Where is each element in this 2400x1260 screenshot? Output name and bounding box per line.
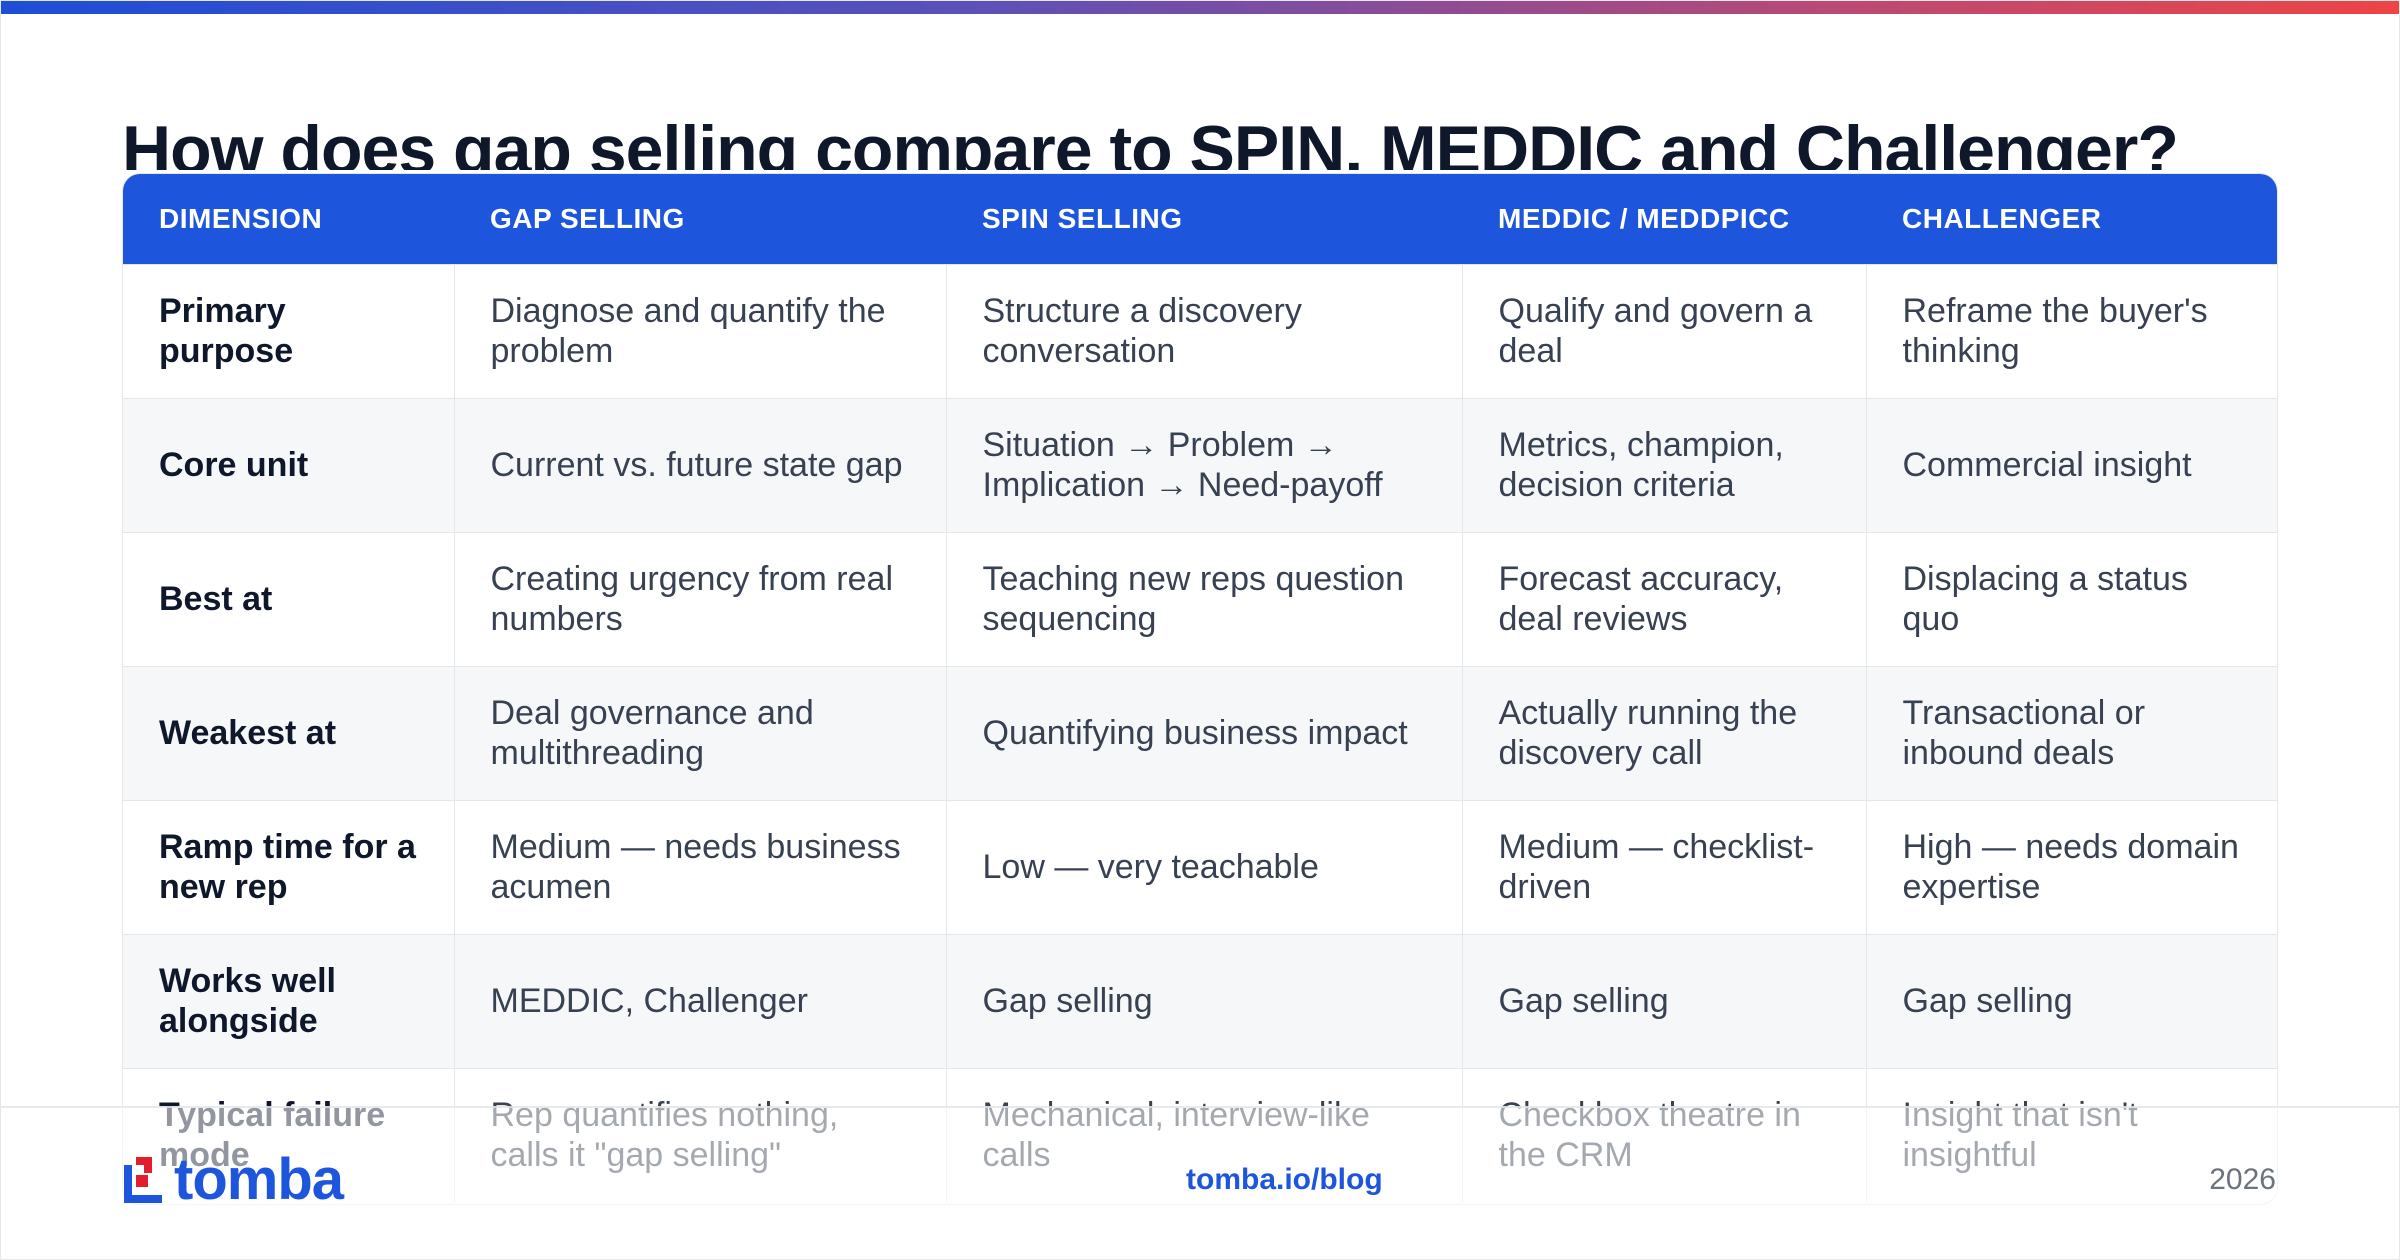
table-cell: MEDDIC, Challenger [454, 933, 947, 1068]
table-row: Best at Creating urgency from real numbe… [123, 531, 2277, 666]
blog-link[interactable]: tomba.io/blog [1186, 1163, 1383, 1196]
page-title: How does gap selling compare to SPIN, ME… [122, 112, 2179, 170]
header-challenger: CHALLENGER [1902, 202, 2102, 234]
table-cell: Situation → Problem → Implication → Need… [946, 397, 1463, 532]
footer-divider [0, 1106, 2400, 1108]
row-dimension-label: Works well alongside [123, 933, 455, 1068]
table-cell: Creating urgency from real numbers [454, 531, 947, 666]
top-gradient-bar [0, 0, 2400, 14]
table-cell: Medium — checklist-driven [1462, 799, 1867, 934]
table-cell: Commercial insight [1866, 397, 2277, 532]
comparison-table: DIMENSION GAP SELLING SPIN SELLING MEDDI… [123, 174, 2277, 1202]
table-row: Works well alongside MEDDIC, Challenger … [123, 933, 2277, 1068]
table-cell: Teaching new reps question sequencing [946, 531, 1463, 666]
table-cell: Reframe the buyer's thinking [1866, 263, 2277, 398]
footer-overlay [0, 1108, 2400, 1260]
tomba-logo: tomba [122, 1147, 344, 1212]
table-cell: Transactional or inbound deals [1866, 665, 2277, 800]
table-cell: Gap selling [1462, 933, 1867, 1068]
row-dimension-label: Ramp time for a new rep [123, 799, 455, 934]
header-spin-selling: SPIN SELLING [982, 202, 1183, 234]
table-row: Core unit Current vs. future state gap S… [123, 397, 2277, 532]
table-cell: Qualify and govern a deal [1462, 263, 1867, 398]
header-meddic: MEDDIC / MEDDPICC [1498, 202, 1790, 234]
table-row: Primary purpose Diagnose and quantify th… [123, 263, 2277, 398]
table-cell: Quantifying business impact [946, 665, 1463, 800]
row-dimension-label: Best at [123, 531, 455, 666]
table-cell: Low — very teachable [946, 799, 1463, 934]
table-row: Ramp time for a new rep Medium — needs b… [123, 799, 2277, 934]
table-cell: Diagnose and quantify the problem [454, 263, 947, 398]
table-cell: Medium — needs business acumen [454, 799, 947, 934]
row-dimension-label: Core unit [123, 397, 455, 532]
table-cell: Metrics, champion, decision criteria [1462, 397, 1867, 532]
header-dimension: DIMENSION [159, 202, 323, 234]
row-dimension-label: Primary purpose [123, 263, 455, 398]
footer-year: 2026 [2209, 1163, 2276, 1196]
table-row: Weakest at Deal governance and multithre… [123, 665, 2277, 800]
table-cell: Gap selling [946, 933, 1463, 1068]
logo-wordmark: tomba [174, 1147, 344, 1212]
table-cell: High — needs domain expertise [1866, 799, 2277, 934]
table-cell: Structure a discovery conversation [946, 263, 1463, 398]
table-cell: Forecast accuracy, deal reviews [1462, 531, 1867, 666]
table-header-row: DIMENSION GAP SELLING SPIN SELLING MEDDI… [123, 174, 2277, 264]
table-cell: Deal governance and multithreading [454, 665, 947, 800]
comparison-table-container: DIMENSION GAP SELLING SPIN SELLING MEDDI… [122, 173, 2278, 1205]
row-dimension-label: Weakest at [123, 665, 455, 800]
table-cell: Displacing a status quo [1866, 531, 2277, 666]
tomba-logo-icon [124, 1157, 162, 1203]
table-cell: Gap selling [1866, 933, 2277, 1068]
table-cell: Actually running the discovery call [1462, 665, 1867, 800]
header-gap-selling: GAP SELLING [490, 202, 685, 234]
table-cell: Current vs. future state gap [454, 397, 947, 532]
